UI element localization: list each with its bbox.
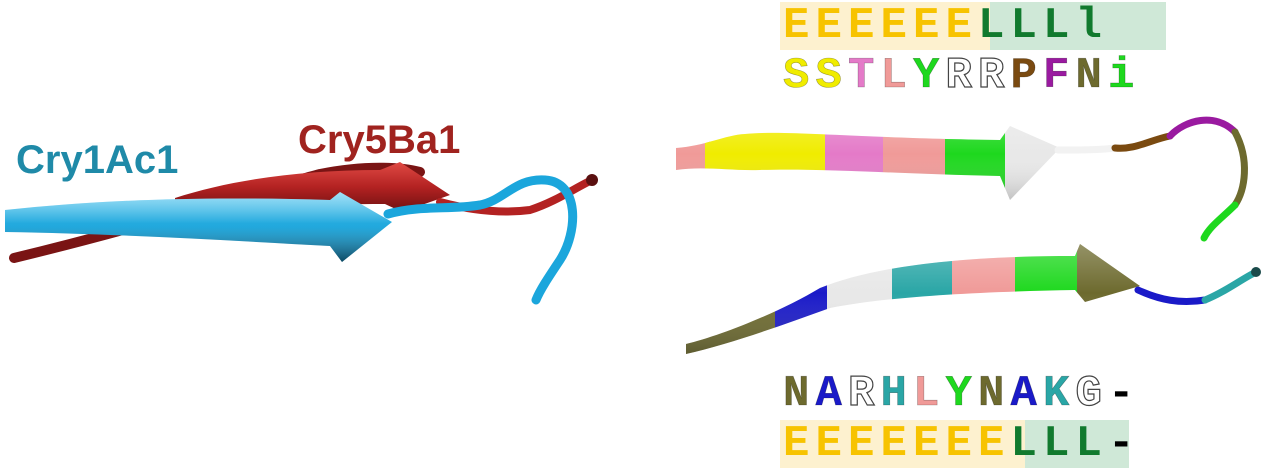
ss-letter: l bbox=[1075, 1, 1102, 51]
ss-letter: E bbox=[978, 419, 1005, 469]
residue-letter: N bbox=[978, 369, 1005, 419]
residue-letter: K bbox=[1043, 369, 1070, 419]
residue-letter: L bbox=[913, 369, 940, 419]
ss-letter: L bbox=[1010, 1, 1037, 51]
ss-letter: E bbox=[880, 1, 907, 51]
ss-letter: L bbox=[1043, 419, 1070, 469]
residue-letter: T bbox=[848, 51, 875, 101]
ss-letter: L bbox=[1010, 419, 1037, 469]
residue-letter: R bbox=[847, 369, 875, 419]
residue-letter: H bbox=[880, 369, 907, 419]
ss-letter: E bbox=[783, 419, 810, 469]
residue-letter: R bbox=[977, 51, 1005, 101]
residue-letter: S bbox=[815, 51, 842, 101]
residue-letter: - bbox=[1108, 369, 1135, 419]
residue-letter: S bbox=[783, 51, 810, 101]
top-colored-ribbon bbox=[676, 116, 1248, 242]
ss-letter: E bbox=[945, 419, 972, 469]
residue-letter: A bbox=[815, 369, 842, 419]
ss-letter: L bbox=[978, 1, 1005, 51]
ss-letter: E bbox=[913, 1, 940, 51]
bottom-loop-highlight bbox=[1025, 420, 1129, 468]
residue-letter: F bbox=[1043, 51, 1070, 101]
residue-letter: R bbox=[945, 51, 973, 101]
residue-letter: Y bbox=[945, 369, 972, 419]
cry1ac1-label: Cry1Ac1 bbox=[16, 138, 179, 182]
ss-letter: - bbox=[1108, 419, 1135, 469]
ss-letter: E bbox=[848, 1, 875, 51]
cry5ba1-label: Cry5Ba1 bbox=[298, 118, 461, 162]
ss-letter: E bbox=[945, 1, 972, 51]
top-strand-highlight bbox=[780, 2, 990, 50]
residue-letter: i bbox=[1108, 51, 1135, 101]
ss-letter: E bbox=[848, 419, 875, 469]
ss-letter: L bbox=[1075, 419, 1102, 469]
ss-letter: E bbox=[783, 1, 810, 51]
residue-letter: N bbox=[783, 369, 810, 419]
ss-letter: E bbox=[815, 419, 842, 469]
ss-letter: E bbox=[913, 419, 940, 469]
residue-letter: N bbox=[1075, 51, 1102, 101]
ss-letter: E bbox=[880, 419, 907, 469]
ss-letter: E bbox=[815, 1, 842, 51]
bottom-strand-highlight bbox=[780, 420, 1025, 468]
residue-letter: G bbox=[1075, 369, 1103, 419]
ss-letter: L bbox=[1043, 1, 1070, 51]
residue-letter: A bbox=[1010, 369, 1037, 419]
cry1ac1-ribbon bbox=[5, 175, 578, 305]
residue-letter: P bbox=[1010, 51, 1037, 101]
top-loop-highlight bbox=[990, 2, 1166, 50]
bottom-colored-ribbon bbox=[686, 244, 1261, 354]
residue-letter: L bbox=[880, 51, 907, 101]
residue-letter: Y bbox=[913, 51, 940, 101]
